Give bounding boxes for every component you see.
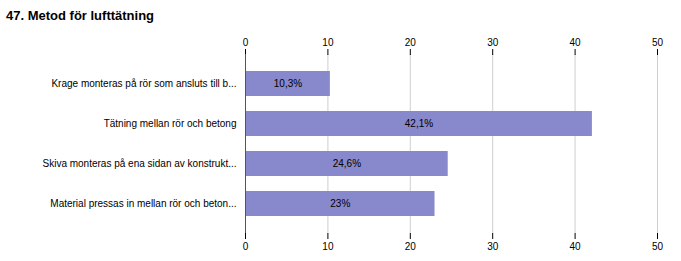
svg-text:Krage monteras på rör som ansl: Krage monteras på rör som ansluts till b… (51, 78, 236, 89)
html-text:47. Metod för lufttätning: 47. Metod för lufttätning (6, 8, 154, 23)
svg-text:Tätning mellan rör och betong: Tätning mellan rör och betong (104, 118, 237, 129)
svg-text:42,1%: 42,1% (405, 118, 433, 129)
svg-text:50: 50 (652, 241, 664, 252)
svg-text:10: 10 (322, 37, 334, 48)
svg-text:40: 40 (570, 37, 582, 48)
svg-text:30: 30 (487, 241, 499, 252)
svg-text:0: 0 (243, 241, 249, 252)
svg-text:10,3%: 10,3% (274, 78, 302, 89)
svg-text:Material pressas in mellan rör: Material pressas in mellan rör och beton… (50, 198, 236, 209)
svg-text:24,6%: 24,6% (333, 158, 361, 169)
svg-text:20: 20 (405, 37, 417, 48)
svg-text:30: 30 (487, 37, 499, 48)
svg-text:23%: 23% (330, 198, 350, 209)
svg-text:50: 50 (652, 37, 664, 48)
svg-text:40: 40 (570, 241, 582, 252)
svg-text:10: 10 (322, 241, 334, 252)
svg-text:0: 0 (243, 37, 249, 48)
svg-text:20: 20 (405, 241, 417, 252)
svg-text:Skiva monteras på ena sidan av: Skiva monteras på ena sidan av konstrukt… (43, 158, 237, 169)
